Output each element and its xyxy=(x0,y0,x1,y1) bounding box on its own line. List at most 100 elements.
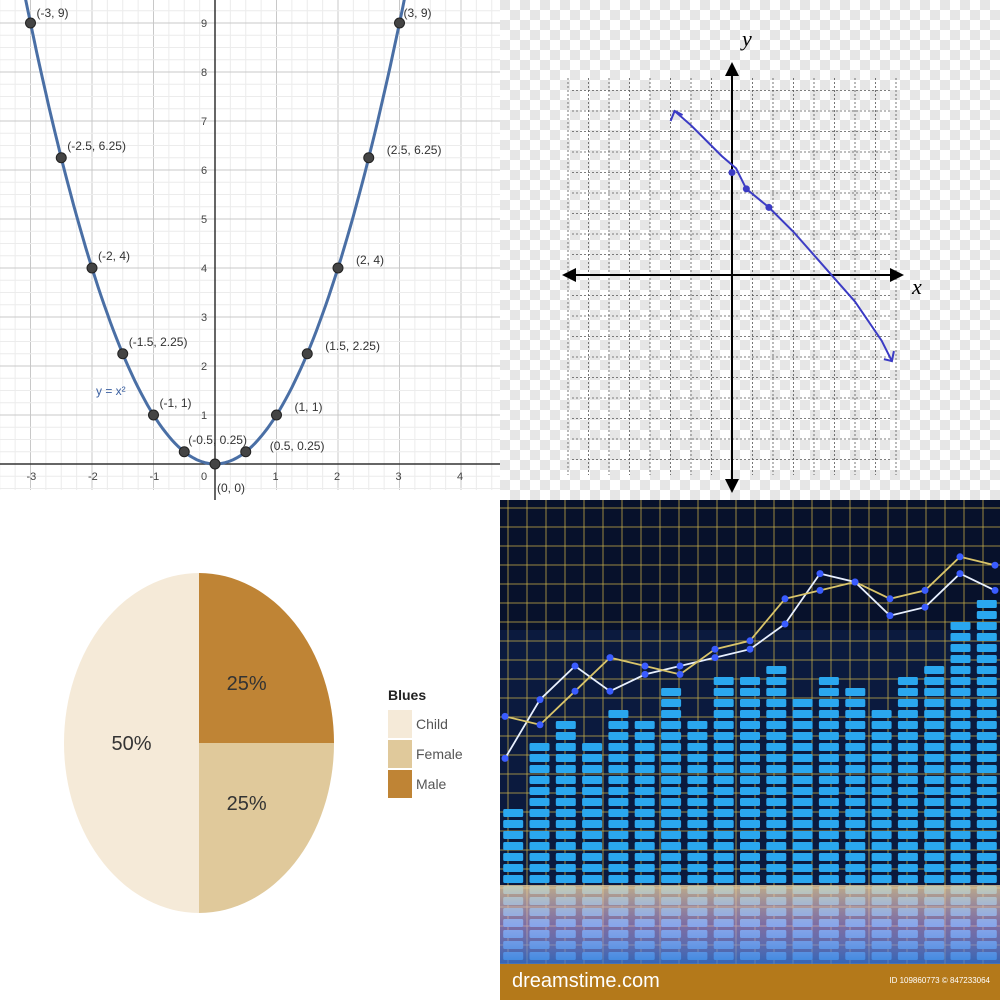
y-tick-label: 4 xyxy=(201,263,207,275)
pie-slice-child xyxy=(64,573,199,913)
bar-segment xyxy=(818,776,839,784)
bar-segment xyxy=(950,644,971,652)
bar-segment xyxy=(845,831,866,839)
bar-segment xyxy=(582,820,603,828)
bar-segment xyxy=(871,732,892,740)
bar-segment xyxy=(661,754,682,762)
bar-segment xyxy=(924,831,945,839)
bar-segment xyxy=(818,754,839,762)
bar-segment xyxy=(845,820,866,828)
bar-segment xyxy=(687,765,708,773)
bar-segment xyxy=(976,754,997,762)
bar-segment xyxy=(766,721,787,729)
line-marker xyxy=(606,687,614,695)
stock-bar-chart-panel: dreamstime.com ID 109860773 © 847233064 xyxy=(500,500,1000,1000)
bar-segment xyxy=(950,688,971,696)
line-marker xyxy=(921,603,929,611)
bar-segment xyxy=(582,754,603,762)
bar-segment xyxy=(871,809,892,817)
bar-segment xyxy=(529,831,550,839)
x-tick-label: 2 xyxy=(334,471,340,483)
bar-segment xyxy=(792,699,813,707)
bar-segment xyxy=(713,798,734,806)
bar-segment xyxy=(924,688,945,696)
bar-segment xyxy=(976,710,997,718)
bar-segment xyxy=(950,864,971,872)
bar-segment xyxy=(792,754,813,762)
bar-segment xyxy=(792,831,813,839)
x-axis-arrow xyxy=(890,268,904,282)
line-marker xyxy=(606,654,614,662)
bar-segment xyxy=(634,875,655,883)
bar-segment xyxy=(740,875,760,883)
bar-segment xyxy=(582,864,603,872)
bar-segment xyxy=(661,688,682,696)
bar-segment xyxy=(687,809,708,817)
bar-segment xyxy=(950,798,971,806)
pie-chart: 25% 25% 50% Blues Child Female Male xyxy=(64,573,463,913)
line-marker xyxy=(571,687,579,695)
bar-segment xyxy=(661,864,682,872)
bar-segment xyxy=(897,710,918,718)
bar-segment xyxy=(950,721,971,729)
bar-segment xyxy=(871,743,892,751)
bar-segment xyxy=(740,721,760,729)
bar-segment xyxy=(608,743,629,751)
overlay-lines xyxy=(501,553,999,762)
bar-segment xyxy=(897,721,918,729)
point-label: (0, 0) xyxy=(217,481,245,495)
bar-segment xyxy=(740,776,760,784)
bar-segment xyxy=(634,787,655,795)
bar-segment xyxy=(897,875,918,883)
bar-segment xyxy=(818,875,839,883)
bar-segment xyxy=(792,842,813,850)
bar-segment xyxy=(555,842,576,850)
legend-label-male: Male xyxy=(416,776,447,792)
bar-segment xyxy=(924,853,945,861)
data-point xyxy=(25,17,36,29)
linear-axes xyxy=(562,62,904,493)
bar-segment xyxy=(634,820,655,828)
line-marker xyxy=(886,612,894,620)
line-marker xyxy=(536,721,544,729)
line-marker xyxy=(816,570,824,578)
line-marker xyxy=(536,696,544,704)
line-marker xyxy=(742,185,750,193)
bar-segment xyxy=(845,875,866,883)
bar-segment xyxy=(713,699,734,707)
slice-label-male: 25% xyxy=(227,673,267,695)
bar-segment xyxy=(950,809,971,817)
bar-segment xyxy=(529,864,550,872)
line-marker xyxy=(641,662,649,670)
bar-segment xyxy=(950,853,971,861)
bar-segment xyxy=(871,776,892,784)
bar-segment xyxy=(555,875,576,883)
y-axis-arrow xyxy=(725,62,739,76)
bar-segment xyxy=(976,622,997,630)
x-axis-arrow-left xyxy=(562,268,576,282)
bar-segment xyxy=(924,666,945,674)
point-label: (-3, 9) xyxy=(37,6,69,20)
bar-segment xyxy=(634,732,655,740)
bar-segment xyxy=(845,776,866,784)
bar-segment xyxy=(976,798,997,806)
bar-segment xyxy=(661,721,682,729)
bar-segment xyxy=(950,699,971,707)
bar-segment xyxy=(713,732,734,740)
bar-segment xyxy=(687,732,708,740)
data-point xyxy=(117,348,129,360)
bar-segment xyxy=(845,787,866,795)
x-tick-label: -3 xyxy=(27,471,37,483)
bar-segment xyxy=(740,732,760,740)
bar-segment xyxy=(845,732,866,740)
y-axis-arrow-down xyxy=(725,479,739,493)
line-marker xyxy=(501,754,509,762)
bar-segment xyxy=(503,842,524,850)
parabola-grid xyxy=(0,0,500,490)
bar-segment xyxy=(976,776,997,784)
bar-segment xyxy=(661,699,682,707)
line-marker xyxy=(676,662,684,670)
bar-segment xyxy=(792,743,813,751)
bar-segment xyxy=(740,853,760,861)
bar-segment xyxy=(897,765,918,773)
